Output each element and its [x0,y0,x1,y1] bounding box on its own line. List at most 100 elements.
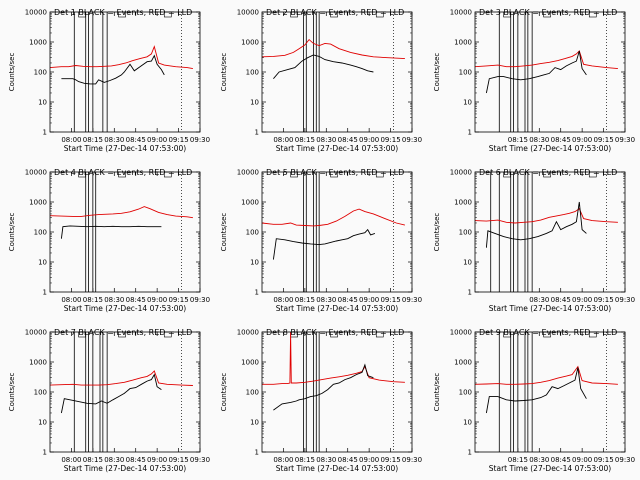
chart-title: Det 1 BLACK = Events, RED = LLD [54,8,192,17]
x-tick-label: 08:30 [529,456,549,464]
y-tick-label: 10 [38,259,47,267]
y-tick-label: 1000 [29,199,47,207]
x-tick-label: 09:15 [168,456,188,464]
x-axis-label: Start Time (27-Dec-14 07:53:00) [276,304,398,313]
plot-frame [474,171,626,293]
lld-series-line [261,208,406,227]
x-tick-label: 08:45 [338,136,358,144]
x-tick-label: 08:30 [529,296,549,304]
x-tick-label: 08:45 [126,296,146,304]
x-axis-label: Start Time (27-Dec-14 07:53:00) [276,144,398,153]
y-tick-label: 1 [43,129,47,137]
x-tick-label: 08:15 [83,296,103,304]
chart-panel-6: Det 6 BLACK = Events, RED = LLD Counts/se… [433,168,635,313]
x-tick-label: 08:00 [61,296,81,304]
y-tick-label: 10 [463,259,472,267]
events-series-line [272,228,376,260]
y-tick-label: 1000 [29,359,47,367]
x-tick-label: 08:30 [316,136,336,144]
y-tick-label: 10000 [237,329,259,337]
x-tick-label: 08:30 [104,136,124,144]
x-tick-label: 08:00 [61,456,81,464]
y-tick-label: 10000 [450,169,472,177]
chart-panel-7: Det 7 BLACK = Events, RED = LLD Counts/se… [8,328,210,473]
x-tick-label: 08:45 [126,136,146,144]
y-tick-label: 1 [468,449,472,457]
lld-series-line [474,208,618,224]
x-tick-label: 09:00 [572,296,592,304]
chart-title: Det 9 BLACK = Events, RED = LLD [479,328,617,337]
events-series-line [485,201,587,248]
y-tick-label: 1000 [454,199,472,207]
events-series-line [485,367,587,414]
y-tick-label: 1 [43,289,47,297]
x-tick-label: 08:45 [338,456,358,464]
events-series-line [273,54,374,79]
chart-panel-8: Det 8 BLACK = Events, RED = LLD Counts/se… [220,328,422,473]
y-axis-label: Counts/sec [220,373,228,412]
x-tick-label: 09:00 [147,136,167,144]
x-tick-label: 08:00 [273,456,293,464]
x-tick-label: 09:15 [593,136,613,144]
y-tick-label: 1000 [241,199,259,207]
x-tick-label: 09:15 [168,136,188,144]
x-tick-label: 09:00 [147,456,167,464]
x-tick-label: 09:30 [402,296,422,304]
lld-series-line [262,331,405,385]
y-axis-label: Counts/sec [220,53,228,92]
y-tick-label: 10 [38,419,47,427]
y-tick-label: 1000 [241,39,259,47]
lld-series-line [49,206,193,219]
x-tick-label: 09:15 [380,296,400,304]
x-tick-label: 08:15 [295,456,315,464]
y-tick-label: 1 [255,289,259,297]
y-axis-label: Counts/sec [8,373,16,412]
x-axis-label: Start Time (27-Dec-14 07:53:00) [276,464,398,473]
y-tick-label: 1 [468,129,472,137]
x-tick-label: 09:00 [572,456,592,464]
y-tick-label: 1 [255,129,259,137]
chart-title: Det 3 BLACK = Events, RED = LLD [479,8,617,17]
x-tick-label: 08:30 [316,296,336,304]
plot-frame [49,331,201,453]
y-tick-label: 10000 [237,169,259,177]
y-tick-label: 10 [463,419,472,427]
chart-title: Det 2 BLACK = Events, RED = LLD [266,8,404,17]
y-tick-label: 10000 [450,329,472,337]
x-tick-label: 09:30 [190,296,210,304]
x-tick-label: 08:15 [295,136,315,144]
lld-series-line [49,45,193,70]
x-axis-label: Start Time (27-Dec-14 07:53:00) [64,144,186,153]
x-tick-label: 08:30 [529,136,549,144]
y-tick-label: 10 [250,419,259,427]
x-tick-label: 09:30 [402,136,422,144]
plot-frame [261,171,413,293]
y-tick-label: 100 [459,69,472,77]
y-axis-label: Counts/sec [220,213,228,252]
x-tick-label: 09:15 [593,456,613,464]
x-tick-label: 09:30 [615,296,635,304]
x-tick-label: 08:30 [316,456,336,464]
x-tick-label: 09:30 [615,136,635,144]
x-tick-label: 08:45 [551,456,571,464]
y-tick-label: 1 [43,449,47,457]
events-series-line [60,373,162,414]
x-tick-label: 08:45 [551,136,571,144]
x-tick-label: 09:15 [168,296,188,304]
y-axis-label: Counts/sec [8,213,16,252]
x-tick-label: 08:30 [104,296,124,304]
y-tick-label: 1000 [454,359,472,367]
x-tick-label: 09:00 [147,296,167,304]
x-tick-label: 09:00 [359,456,379,464]
y-tick-label: 10000 [25,169,47,177]
y-tick-label: 100 [34,389,47,397]
x-axis-label: Start Time (27-Dec-14 07:53:00) [64,464,186,473]
chart-panel-2: Det 2 BLACK = Events, RED = LLD Counts/se… [220,8,422,153]
y-tick-label: 100 [246,69,259,77]
x-tick-label: 09:15 [380,456,400,464]
lld-series-line [474,365,618,385]
chart-title: Det 5 BLACK = Events, RED = LLD [266,168,404,177]
chart-panel-4: Det 4 BLACK = Events, RED = LLD Counts/se… [8,168,210,313]
x-tick-label: 09:30 [615,456,635,464]
